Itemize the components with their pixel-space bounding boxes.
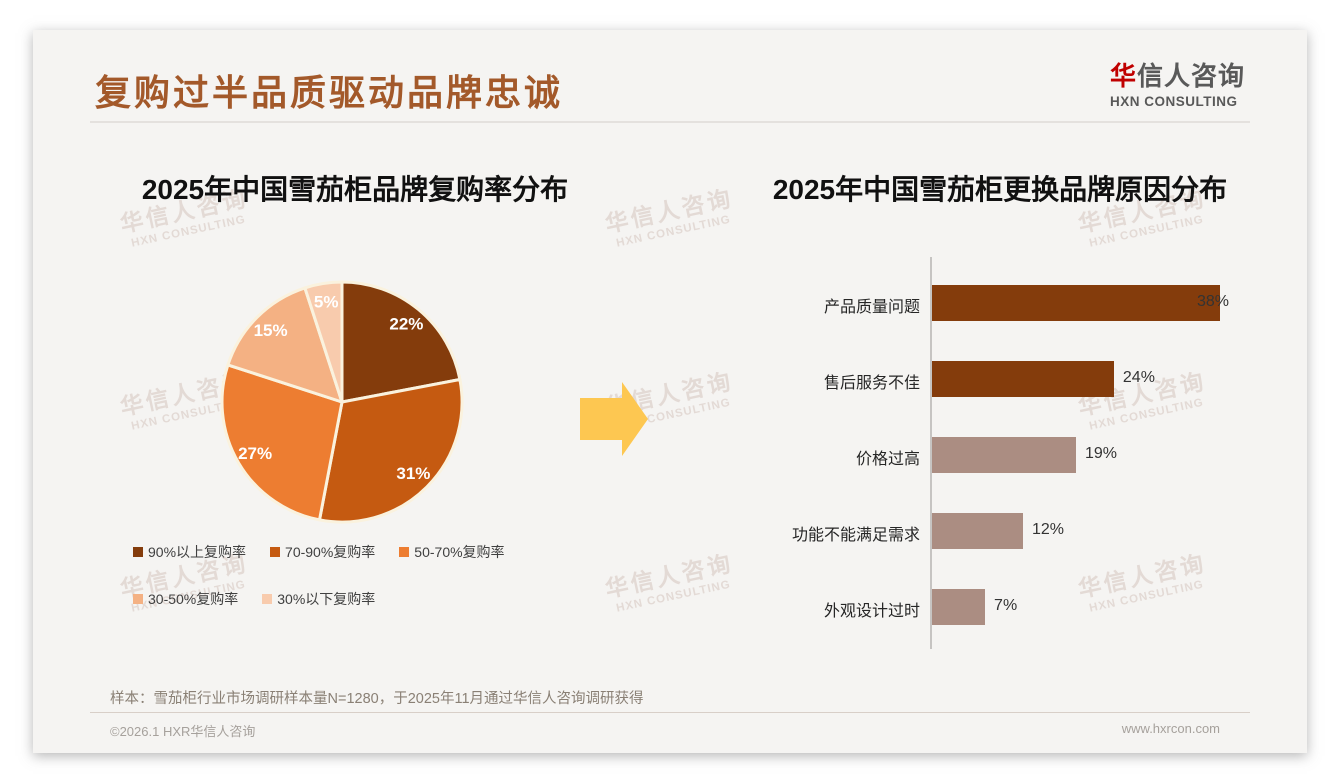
legend-item: 90%以上复购率 <box>133 542 246 562</box>
footer-divider <box>90 712 1250 713</box>
bar-rect-2 <box>932 361 1114 397</box>
legend-marker <box>399 547 410 557</box>
pie-data-label: 27% <box>238 444 272 463</box>
page-title: 复购过半品质驱动品牌忠诚 <box>95 72 564 113</box>
pie-data-label: 22% <box>389 315 423 334</box>
pie-slice-1 <box>340 280 462 404</box>
legend-item: 30-50%复购率 <box>133 589 238 609</box>
pie-data-label: 31% <box>396 464 430 483</box>
bar-category-label: 售后服务不佳 <box>823 375 920 392</box>
logo-english: HXN CONSULTING <box>1109 94 1238 109</box>
bar-rect-1 <box>932 285 1220 321</box>
legend-label: 30-50%复购率 <box>148 591 239 607</box>
legend-label: 30%以下复购率 <box>277 591 376 607</box>
legend-marker <box>133 594 143 604</box>
legend-label: 50-70%复购率 <box>414 544 505 560</box>
bar-chart-title: 2025年中国雪茄柜更换品牌原因分布 <box>772 174 1228 205</box>
bar-value-label: 12% <box>1031 521 1064 538</box>
legend-label: 70-90%复购率 <box>285 544 376 560</box>
legend-marker <box>133 547 143 557</box>
legend-item: 30%以下复购率 <box>262 589 375 609</box>
legend-item: 50-70%复购率 <box>399 542 505 562</box>
legend-item: 70-90%复购率 <box>270 542 375 562</box>
bar-category-label: 外观设计过时 <box>823 603 920 620</box>
company-logo: 华信人咨询 HXN CONSULTING <box>1110 56 1245 109</box>
bar-rect-3 <box>932 437 1076 473</box>
bar-value-label: 19% <box>1085 445 1118 462</box>
sample-footnote: 样本：雪茄柜行业市场调研样本量N=1280，于2025年11月通过华信人咨询调研… <box>110 691 644 707</box>
legend-label: 90%以上复购率 <box>148 544 247 560</box>
pie-chart-title: 2025年中国雪茄柜品牌复购率分布 <box>141 174 569 205</box>
footer-copyright: ©2026.1 HXR华信人咨询 <box>110 724 256 739</box>
header-divider <box>90 121 1250 123</box>
pie-slice-3 <box>220 363 344 522</box>
pie-slice-2 <box>318 378 464 524</box>
bar-value-label: 38% <box>1197 293 1230 310</box>
legend-marker <box>262 594 273 604</box>
logo-rest-chars: 信人咨询 <box>1136 61 1245 91</box>
pie-chart: 22% 31% 27% 15% 5% <box>220 280 464 524</box>
pie-slice-5 <box>303 280 344 404</box>
bar-chart-axis <box>930 257 932 649</box>
logo-accent-char: 华 <box>1109 61 1137 91</box>
pie-data-label: 5% <box>314 293 339 312</box>
pie-legend: 90%以上复购率 70-90%复购率 50-70%复购率 30-50%复购率 30%以下… <box>133 542 595 636</box>
bar-value-label: 24% <box>1122 369 1155 386</box>
legend-marker <box>270 547 281 557</box>
bar-category-label: 价格过高 <box>855 451 920 468</box>
bar-rect-5 <box>932 589 985 625</box>
pie-data-label: 15% <box>254 321 288 340</box>
content-layer: 复购过半品质驱动品牌忠诚 华信人咨询 HXN CONSULTING 2025年中… <box>33 30 1307 753</box>
bar-rect-4 <box>932 513 1023 549</box>
bar-value-label: 7% <box>994 597 1018 614</box>
logo-chinese: 华信人咨询 <box>1110 56 1245 93</box>
bar-category-label: 功能不能满足需求 <box>791 527 920 544</box>
footer-website: www.hxrcon.com <box>1121 721 1220 736</box>
slide-card: 华信人咨询 HXN CONSULTING 华信人咨询 HXN CONSULTING 华信… <box>33 30 1307 753</box>
bar-category-label: 产品质量问题 <box>823 299 920 316</box>
